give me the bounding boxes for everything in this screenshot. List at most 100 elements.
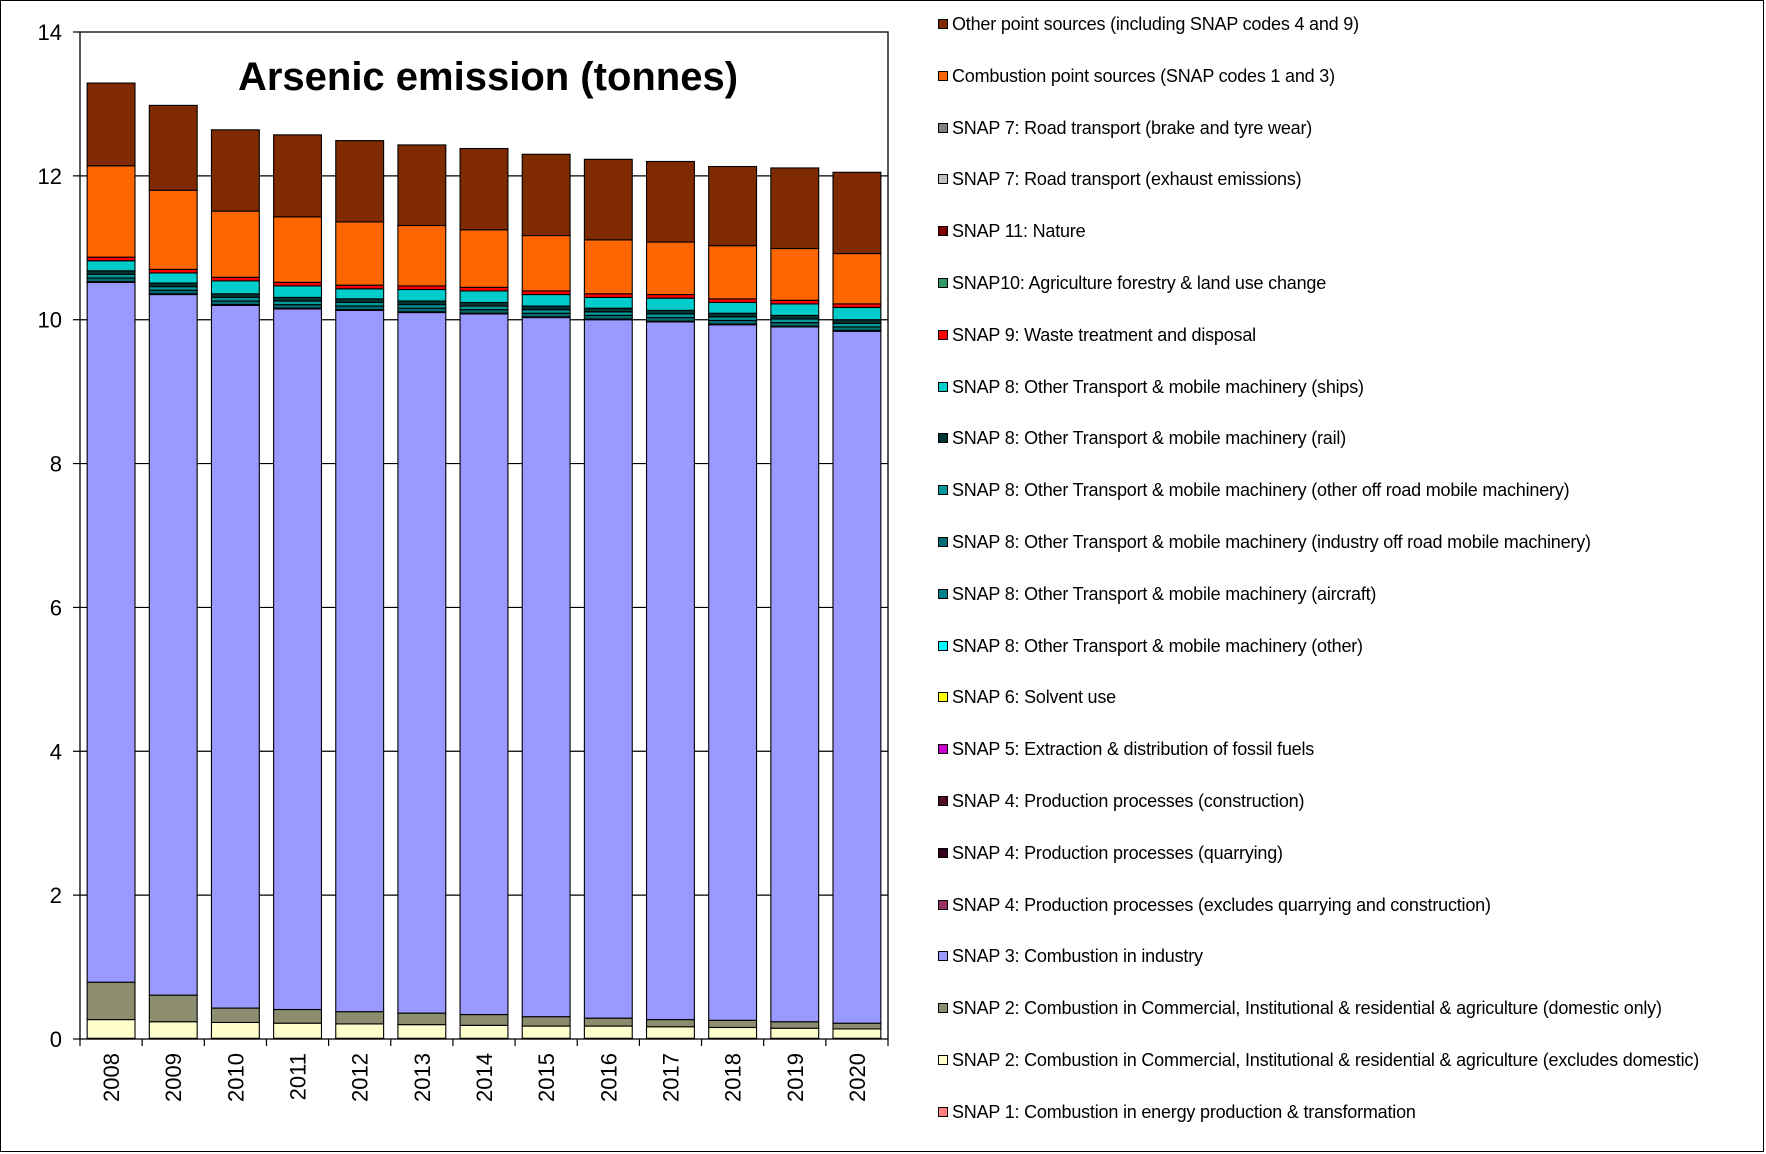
legend-label: Combustion point sources (SNAP codes 1 a… bbox=[952, 65, 1335, 86]
bar-segment bbox=[148, 272, 198, 284]
bar-segment bbox=[770, 247, 820, 301]
legend-swatch bbox=[938, 381, 948, 392]
bar-segment bbox=[148, 293, 198, 996]
bar-stack-2015 bbox=[521, 153, 571, 1040]
x-tick-label: 2013 bbox=[410, 1053, 435, 1102]
bar-segment bbox=[521, 235, 571, 292]
bar-segment bbox=[459, 147, 509, 231]
bar-segment bbox=[397, 311, 447, 1014]
bar-segment bbox=[210, 280, 260, 295]
bar-segment bbox=[583, 296, 633, 309]
bar-stack-2008 bbox=[86, 82, 136, 1040]
y-tick-label: 8 bbox=[50, 452, 62, 477]
bar-stack-2009 bbox=[148, 104, 198, 1040]
legend-label: SNAP 8: Other Transport & mobile machine… bbox=[952, 428, 1347, 449]
legend-swatch bbox=[938, 1106, 948, 1117]
bar-segment bbox=[273, 134, 323, 218]
bar-segment bbox=[86, 82, 136, 167]
bar-stack-2014 bbox=[459, 147, 509, 1040]
bar-segment bbox=[832, 306, 882, 321]
bar-segment bbox=[273, 285, 323, 298]
legend-swatch bbox=[938, 744, 948, 755]
legend-label: SNAP 8: Other Transport & mobile machine… bbox=[952, 635, 1363, 656]
x-tick-label: 2012 bbox=[348, 1053, 373, 1102]
bar-segment bbox=[708, 165, 758, 247]
legend-swatch bbox=[938, 537, 948, 547]
legend-swatch bbox=[938, 174, 948, 185]
legend-swatch bbox=[938, 1055, 948, 1065]
bar-stack-2018 bbox=[708, 165, 758, 1040]
legend-swatch bbox=[938, 640, 948, 651]
legend-item: SNAP 9: Waste treatment and disposal bbox=[938, 325, 1758, 346]
legend-swatch bbox=[938, 329, 948, 340]
bar-segment bbox=[645, 241, 695, 296]
bar-segment bbox=[521, 1025, 571, 1039]
bar-segment bbox=[397, 1012, 447, 1026]
bar-segment bbox=[148, 104, 198, 191]
legend-label: SNAP 8: Other Transport & mobile machine… bbox=[952, 583, 1377, 604]
y-tick-label: 14 bbox=[38, 20, 62, 45]
legend-swatch bbox=[938, 19, 948, 29]
legend-item: SNAP 7: Road transport (exhaust emission… bbox=[938, 169, 1758, 190]
bar-segment bbox=[832, 330, 882, 1024]
y-tick-label: 12 bbox=[38, 164, 62, 189]
bar-segment bbox=[335, 1011, 385, 1025]
bar-segment bbox=[583, 158, 633, 241]
bar-segment bbox=[521, 153, 571, 237]
bar-segment bbox=[832, 1028, 882, 1039]
bar-segment bbox=[770, 1027, 820, 1039]
legend-label: SNAP 8: Other Transport & mobile machine… bbox=[952, 480, 1570, 501]
legend-swatch bbox=[938, 588, 948, 599]
bar-segment bbox=[645, 297, 695, 311]
bar-segment bbox=[335, 288, 385, 300]
bar-segment bbox=[832, 252, 882, 305]
x-tick-label: 2014 bbox=[472, 1053, 497, 1102]
legend-item: SNAP 4: Production processes (constructi… bbox=[938, 791, 1758, 812]
legend-label: SNAP 2: Combustion in Commercial, Instit… bbox=[952, 998, 1662, 1019]
bar-segment bbox=[397, 1024, 447, 1039]
bar-segment bbox=[210, 1021, 260, 1039]
legend-swatch bbox=[938, 692, 948, 703]
legend-item: Other point sources (including SNAP code… bbox=[938, 14, 1758, 35]
legend-label: SNAP 2: Combustion in Commercial, Instit… bbox=[952, 1050, 1699, 1070]
legend-item: SNAP 2: Combustion in Commercial, Instit… bbox=[938, 998, 1758, 1019]
legend-swatch bbox=[938, 899, 948, 910]
bar-segment bbox=[335, 221, 385, 286]
bar-segment bbox=[273, 1008, 323, 1024]
x-tick-label: 2016 bbox=[596, 1053, 621, 1102]
legend-item: Combustion point sources (SNAP codes 1 a… bbox=[938, 66, 1758, 87]
legend-item: SNAP 11: Nature bbox=[938, 221, 1758, 242]
bar-segment bbox=[770, 167, 820, 250]
bar-segment bbox=[86, 281, 136, 983]
bar-stack-2017 bbox=[645, 160, 695, 1040]
bar-segment bbox=[86, 165, 136, 258]
y-tick-label: 4 bbox=[50, 739, 62, 764]
bar-stack-2011 bbox=[273, 134, 323, 1040]
x-tick-label: 2010 bbox=[223, 1053, 248, 1102]
legend-label: SNAP 9: Waste treatment and disposal bbox=[952, 324, 1256, 345]
y-tick-label: 0 bbox=[50, 1027, 62, 1052]
bar-segment bbox=[708, 301, 758, 314]
bar-stacks bbox=[86, 82, 882, 1040]
bar-segment bbox=[645, 160, 695, 243]
legend-item: SNAP 8: Other Transport & mobile machine… bbox=[938, 636, 1758, 657]
x-tick-label: 2011 bbox=[286, 1053, 311, 1100]
bar-segment bbox=[148, 994, 198, 1023]
bar-segment bbox=[583, 319, 633, 1019]
bar-segment bbox=[645, 1026, 695, 1039]
legend-item: SNAP 2: Combustion in Commercial, Instit… bbox=[938, 1050, 1758, 1071]
x-tick-label: 2009 bbox=[161, 1053, 186, 1102]
legend-swatch bbox=[938, 1003, 948, 1014]
y-tick-label: 6 bbox=[50, 595, 62, 620]
bar-stack-2020 bbox=[832, 171, 882, 1040]
bar-segment bbox=[832, 1022, 882, 1030]
legend-label: SNAP 7: Road transport (exhaust emission… bbox=[952, 169, 1302, 190]
bar-segment bbox=[770, 1021, 820, 1029]
bar-stack-2012 bbox=[335, 140, 385, 1040]
legend-item: SNAP10: Agriculture forestry & land use … bbox=[938, 273, 1758, 294]
bar-segment bbox=[148, 1021, 198, 1039]
bar-segment bbox=[708, 245, 758, 300]
legend-swatch bbox=[938, 433, 948, 444]
